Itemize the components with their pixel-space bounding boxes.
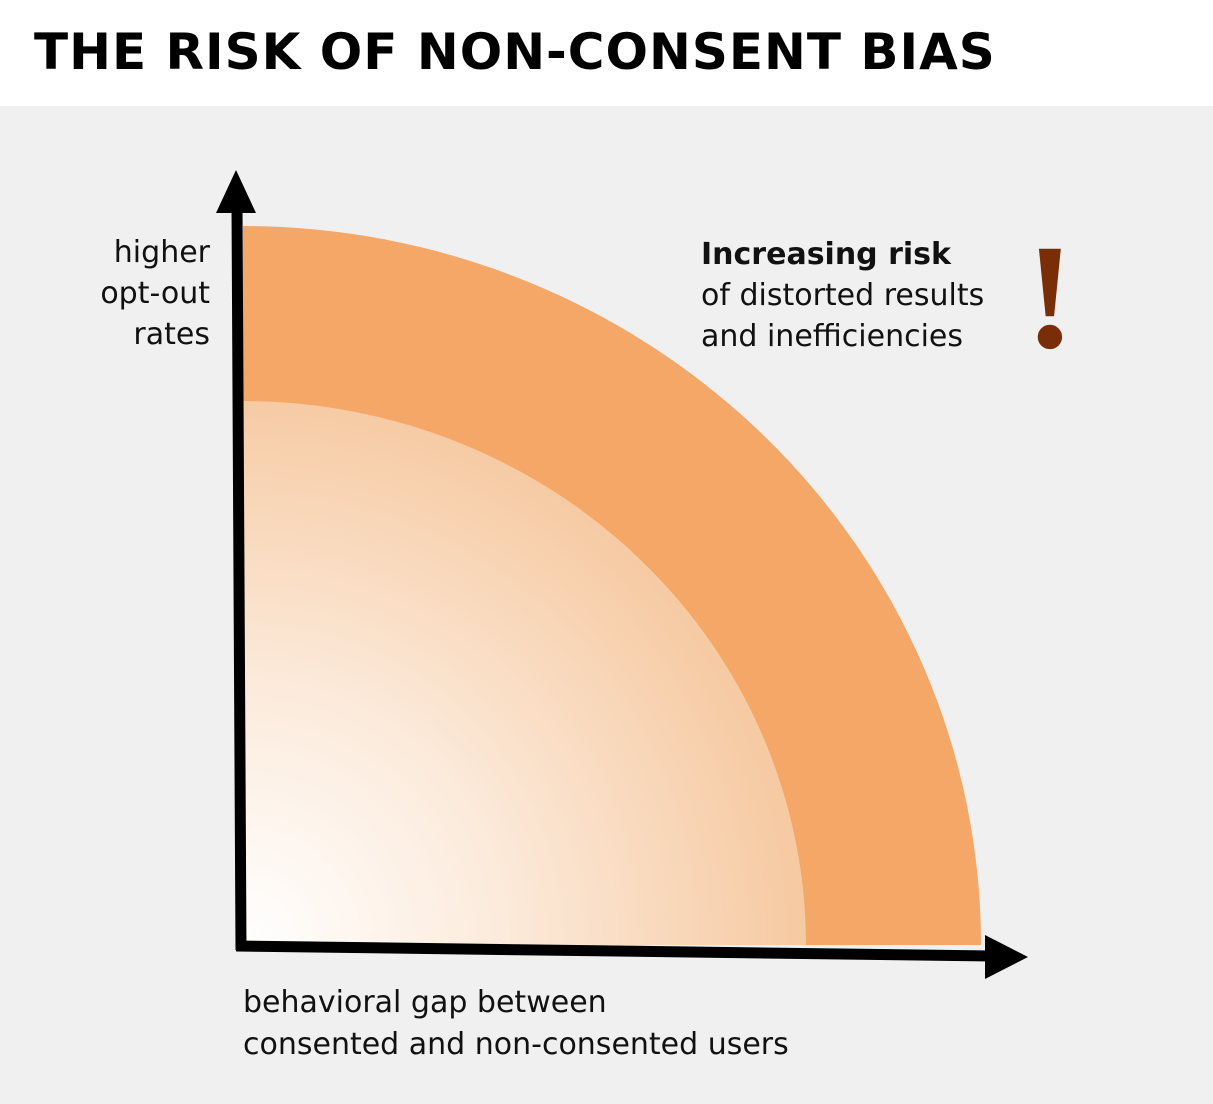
exclamation-icon: !	[1025, 214, 1075, 380]
risk-annotation-line: of distorted results	[701, 278, 985, 313]
x-axis-label-line: consented and non-consented users	[243, 1027, 789, 1062]
y-axis-line	[231, 207, 247, 951]
y-axis-label-line: higher	[113, 235, 210, 270]
risk-annotation-line: and inefficiencies	[701, 319, 964, 354]
page-title: THE RISK OF NON-CONSENT BIAS	[34, 23, 996, 81]
x-axis-arrowhead	[985, 935, 1028, 979]
x-axis-label-line: behavioral gap between	[243, 985, 607, 1020]
inner-risk-area	[243, 401, 806, 945]
y-axis-label-line: rates	[133, 317, 210, 352]
x-axis-line	[235, 940, 993, 962]
y-axis-label-line: opt-out	[100, 276, 210, 311]
risk-annotation-heading: Increasing risk	[701, 237, 951, 272]
x-axis-label: behavioral gap between consented and non…	[243, 982, 789, 1066]
title-bar: THE RISK OF NON-CONSENT BIAS	[0, 0, 1213, 106]
risk-annotation: Increasing risk of distorted results and…	[701, 234, 984, 357]
y-axis-arrowhead	[216, 170, 256, 213]
y-axis-label: higher opt-out rates	[100, 232, 210, 355]
